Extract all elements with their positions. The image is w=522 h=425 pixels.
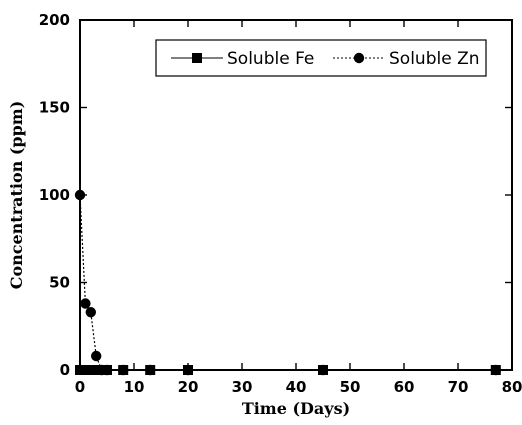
legend: Soluble Fe Soluble Zn: [155, 39, 487, 77]
legend-fe-label: Soluble Fe: [227, 49, 314, 69]
y-tick-label: 200: [39, 11, 70, 29]
y-tick-label: 150: [39, 99, 70, 117]
soluble-zn-point: [91, 350, 102, 362]
x-tick-label: 20: [178, 378, 199, 396]
soluble-fe-point: [75, 365, 85, 375]
y-axis-title: Concentration (ppm): [7, 101, 26, 290]
x-tick-label: 40: [286, 378, 307, 396]
soluble-fe-point: [80, 365, 91, 375]
y-tick-label: 50: [49, 274, 70, 292]
tick-labels: 0 10 20 30 40 50 60 70 80 0 50 100 150 200: [39, 11, 522, 396]
x-tick-label: 30: [232, 378, 253, 396]
soluble-zn-point: [317, 364, 329, 376]
soluble-zn-point: [118, 364, 129, 376]
circle-marker-icon: [353, 52, 365, 64]
soluble-zn-point: [101, 364, 113, 376]
soluble-zn-point: [182, 364, 194, 376]
soluble-zn-point: [85, 307, 97, 318]
x-tick-label: 60: [394, 378, 415, 396]
legend-item-soluble-zn: Soluble Zn: [333, 49, 480, 69]
y-tick-label: 100: [39, 186, 70, 204]
soluble-zn-line: [79, 194, 496, 371]
tick-marks: [79, 19, 513, 371]
soluble-fe-point: [91, 365, 102, 375]
soluble-fe-point: [85, 365, 96, 375]
y-tick-label: 0: [60, 361, 70, 379]
soluble-zn-point: [74, 189, 86, 201]
series-soluble-zn: [74, 189, 501, 376]
soluble-zn-point: [80, 298, 91, 309]
x-tick-label: 50: [340, 378, 361, 396]
x-tick-label: 0: [75, 378, 85, 396]
legend-zn-label: Soluble Zn: [389, 49, 480, 69]
soluble-zn-point: [490, 364, 501, 376]
x-tick-label: 80: [502, 378, 522, 396]
square-marker-icon: [192, 53, 202, 63]
legend-item-soluble-fe: Soluble Fe: [171, 49, 314, 69]
x-tick-label: 10: [124, 378, 145, 396]
soluble-zn-point: [145, 364, 156, 376]
x-axis-title: Time (Days): [242, 399, 350, 418]
x-tick-label: 70: [448, 378, 469, 396]
data-series: [74, 189, 501, 376]
